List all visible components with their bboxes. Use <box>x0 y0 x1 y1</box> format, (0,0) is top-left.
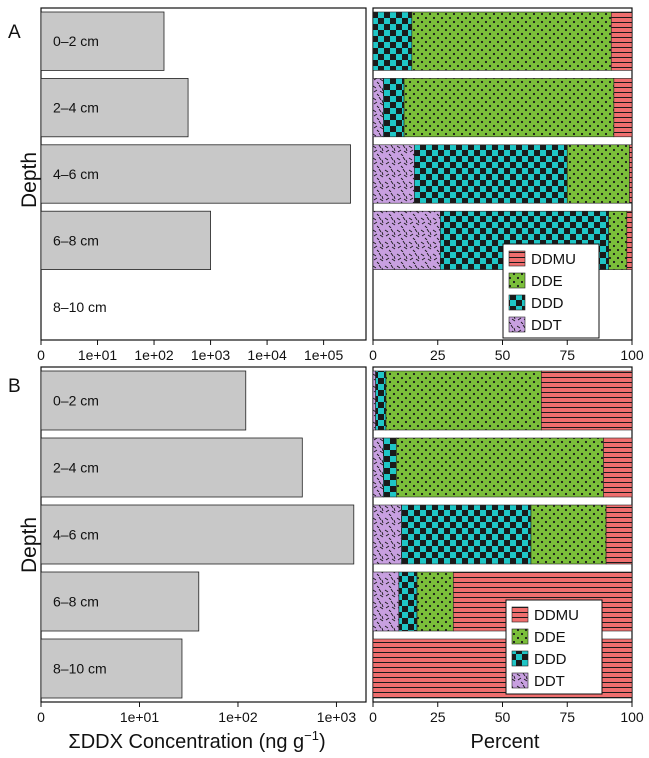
depth-label-b-3: 6–8 cm <box>53 594 99 610</box>
percent-tick-label-a-1: 25 <box>430 347 446 363</box>
x-axis-label-concentration: ΣDDX Concentration (ng g−1) <box>68 728 325 753</box>
percent-segment-b-ddt-0 <box>372 370 376 431</box>
conc-tick-label-b-2: 1e+02 <box>218 709 258 725</box>
concentration-bar-b-0 <box>40 370 247 431</box>
concentration-bar-a-1 <box>40 78 189 138</box>
percent-tick-label-a-0: 0 <box>369 347 377 363</box>
percent-segment-a-ddd-2 <box>414 144 568 204</box>
conc-tick-label-b-0: 0 <box>37 709 45 725</box>
percent-segment-b-dde-3 <box>416 571 454 632</box>
concentration-bar-a-0 <box>40 11 165 71</box>
percent-tick-label-b-3: 75 <box>559 709 575 725</box>
concentration-bar-b-2 <box>40 504 355 565</box>
concentration-bar-b-4 <box>40 638 183 699</box>
percent-segment-a-ddd-1 <box>383 78 405 138</box>
percent-segment-a-ddt-2 <box>372 144 415 204</box>
depth-label-a-2: 4–6 cm <box>53 166 99 182</box>
conc-tick-label-a-1: 1e+01 <box>78 347 118 363</box>
conc-tick-label-b-3: 1e+03 <box>317 709 357 725</box>
x-axis-label-percent: Percent <box>471 731 540 753</box>
depth-label-a-3: 6–8 cm <box>53 232 99 248</box>
legend-label-a-dde: DDE <box>531 273 563 290</box>
legend-label-b-ddt: DDT <box>534 673 565 690</box>
concentration-bar-b-3 <box>40 571 200 632</box>
panel-label-b: B <box>8 376 21 397</box>
y-axis-label-a: Depth <box>18 152 41 208</box>
percent-segment-b-ddt-2 <box>372 504 402 565</box>
conc-tick-label-a-2: 1e+02 <box>134 347 174 363</box>
concentration-bar-b-1 <box>40 437 303 498</box>
percent-segment-a-ddmu-3 <box>626 210 633 270</box>
conc-tick-label-a-4: 1e+04 <box>247 347 287 363</box>
legend-label-a-ddmu: DDMU <box>531 251 576 268</box>
percent-segment-b-dde-2 <box>530 504 607 565</box>
percent-segment-b-ddd-1 <box>383 437 397 498</box>
legend-label-a-ddt: DDT <box>531 317 562 334</box>
legend-label-b-dde: DDE <box>534 629 566 646</box>
legend-swatch-a-ddmu <box>508 250 526 267</box>
percent-segment-b-ddmu-2 <box>605 504 633 565</box>
percent-segment-a-ddd-0 <box>372 11 413 71</box>
percent-segment-b-ddt-1 <box>372 437 384 498</box>
percent-segment-b-dde-1 <box>396 437 604 498</box>
conc-tick-label-a-0: 0 <box>37 347 45 363</box>
percent-segment-a-ddt-3 <box>372 210 441 270</box>
conc-tick-label-b-1: 1e+01 <box>120 709 160 725</box>
percent-segment-b-dde-0 <box>385 370 542 431</box>
percent-segment-b-ddmu-1 <box>603 437 633 498</box>
legend-swatch-b-ddt <box>511 672 529 689</box>
percent-segment-b-ddt-3 <box>372 571 400 632</box>
depth-label-b-4: 8–10 cm <box>53 661 107 677</box>
y-axis-label-b: Depth <box>18 517 41 573</box>
percent-segment-b-ddd-2 <box>401 504 532 565</box>
conc-tick-label-a-3: 1e+03 <box>191 347 231 363</box>
percent-tick-label-a-3: 75 <box>559 347 575 363</box>
legend-swatch-b-ddmu <box>511 606 529 623</box>
percent-segment-a-ddmu-2 <box>629 144 633 204</box>
legend-label-b-ddmu: DDMU <box>534 607 579 624</box>
depth-label-a-1: 2–4 cm <box>53 100 99 116</box>
percent-tick-label-a-4: 100 <box>620 347 644 363</box>
legend-label-a-ddd: DDD <box>531 295 564 312</box>
percent-segment-a-ddmu-0 <box>610 11 633 71</box>
legend-swatch-a-ddt <box>508 316 526 333</box>
percent-segment-a-ddmu-1 <box>613 78 633 138</box>
legend-swatch-b-dde <box>511 628 529 645</box>
percent-tick-label-b-2: 50 <box>495 709 511 725</box>
depth-label-a-4: 8–10 cm <box>53 299 107 315</box>
legend-swatch-a-ddd <box>508 294 526 311</box>
depth-label-a-0: 0–2 cm <box>53 33 99 49</box>
depth-label-b-0: 0–2 cm <box>53 393 99 409</box>
percent-segment-a-dde-1 <box>403 78 615 138</box>
percent-segment-b-ddd-0 <box>375 370 387 431</box>
concentration-bar-a-2 <box>40 144 351 204</box>
depth-label-b-1: 2–4 cm <box>53 460 99 476</box>
depth-label-b-2: 4–6 cm <box>53 527 99 543</box>
panel-label-a: A <box>8 22 21 43</box>
percent-segment-a-dde-3 <box>608 210 628 270</box>
percent-segment-b-ddd-3 <box>398 571 418 632</box>
percent-segment-b-ddmu-0 <box>541 370 633 431</box>
percent-segment-a-dde-0 <box>411 11 612 71</box>
percent-segment-a-ddt-1 <box>372 78 384 138</box>
percent-tick-label-b-4: 100 <box>620 709 644 725</box>
legend-swatch-a-dde <box>508 272 526 289</box>
percent-tick-label-b-1: 25 <box>430 709 446 725</box>
legend-swatch-b-ddd <box>511 650 529 667</box>
percent-tick-label-a-2: 50 <box>495 347 511 363</box>
concentration-bar-a-3 <box>40 210 211 270</box>
legend-label-b-ddd: DDD <box>534 651 567 668</box>
percent-tick-label-b-0: 0 <box>369 709 377 725</box>
percent-segment-a-dde-2 <box>566 144 630 204</box>
conc-tick-label-a-5: 1e+05 <box>304 347 344 363</box>
